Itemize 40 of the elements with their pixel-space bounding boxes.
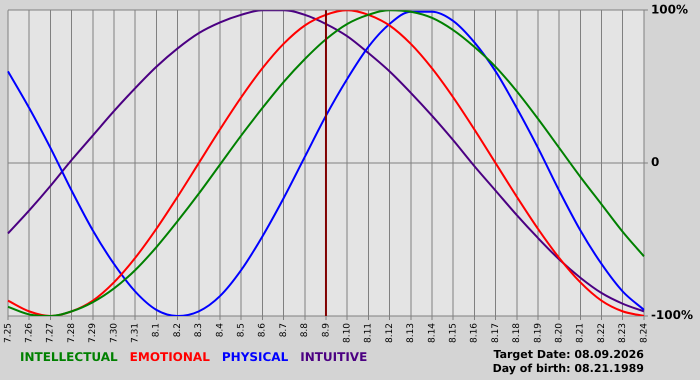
x-tick-label: 7.28 bbox=[66, 322, 77, 344]
text: PHYSICAL bbox=[222, 350, 289, 364]
x-tick-label: 8.11 bbox=[364, 322, 374, 344]
x-tick-label: 8.15 bbox=[448, 322, 459, 344]
x-tick-label: 7.29 bbox=[88, 322, 98, 344]
text: INTELLECTUAL bbox=[20, 350, 118, 364]
text: EMOTIONAL bbox=[130, 350, 210, 364]
x-tick-label: 8.23 bbox=[618, 322, 628, 344]
text: Day of birth: 08.21.1989 bbox=[492, 362, 644, 375]
y-tick-label: 0 bbox=[650, 155, 660, 170]
y-tick-label: -100% bbox=[650, 308, 694, 322]
text: INTUITIVE bbox=[300, 350, 368, 364]
x-tick-label: 8.19 bbox=[533, 322, 544, 344]
x-tick-label: 8.9 bbox=[321, 322, 332, 338]
x-tick-label: 7.27 bbox=[46, 322, 56, 344]
x-tick-label: 8.2 bbox=[172, 322, 183, 338]
x-tick-label: 8.5 bbox=[236, 322, 247, 338]
x-tick-label: 8.16 bbox=[470, 322, 480, 344]
x-tick-label: 8.14 bbox=[427, 322, 438, 344]
x-tick-label: 8.10 bbox=[342, 322, 353, 344]
x-tick-label: 8.20 bbox=[554, 322, 564, 344]
x-tick-label: 8.22 bbox=[596, 322, 607, 344]
x-tick-label: 8.21 bbox=[576, 322, 586, 344]
x-tick-label: 8.18 bbox=[512, 322, 522, 344]
x-tick-label: 7.26 bbox=[24, 322, 35, 344]
x-tick-label: 8.1 bbox=[152, 322, 162, 338]
x-tick-label: 7.31 bbox=[130, 322, 141, 344]
x-tick-label: 8.17 bbox=[490, 322, 501, 344]
x-tick-label: 8.24 bbox=[639, 322, 650, 344]
x-tick-label: 8.3 bbox=[194, 322, 204, 338]
text: Target Date: 08.09.2026 bbox=[493, 348, 644, 361]
x-tick-label: 8.12 bbox=[384, 322, 395, 344]
x-tick-label: 8.4 bbox=[215, 322, 226, 338]
x-tick-label: 7.30 bbox=[109, 322, 120, 344]
x-tick-label: 8.8 bbox=[300, 322, 310, 338]
x-tick-label: 8.6 bbox=[258, 322, 268, 338]
y-tick-label: 100% bbox=[650, 2, 688, 16]
x-tick-label: 8.7 bbox=[278, 322, 289, 338]
x-tick-label: 8.13 bbox=[406, 322, 416, 344]
x-tick-label: 7.25 bbox=[3, 322, 14, 344]
